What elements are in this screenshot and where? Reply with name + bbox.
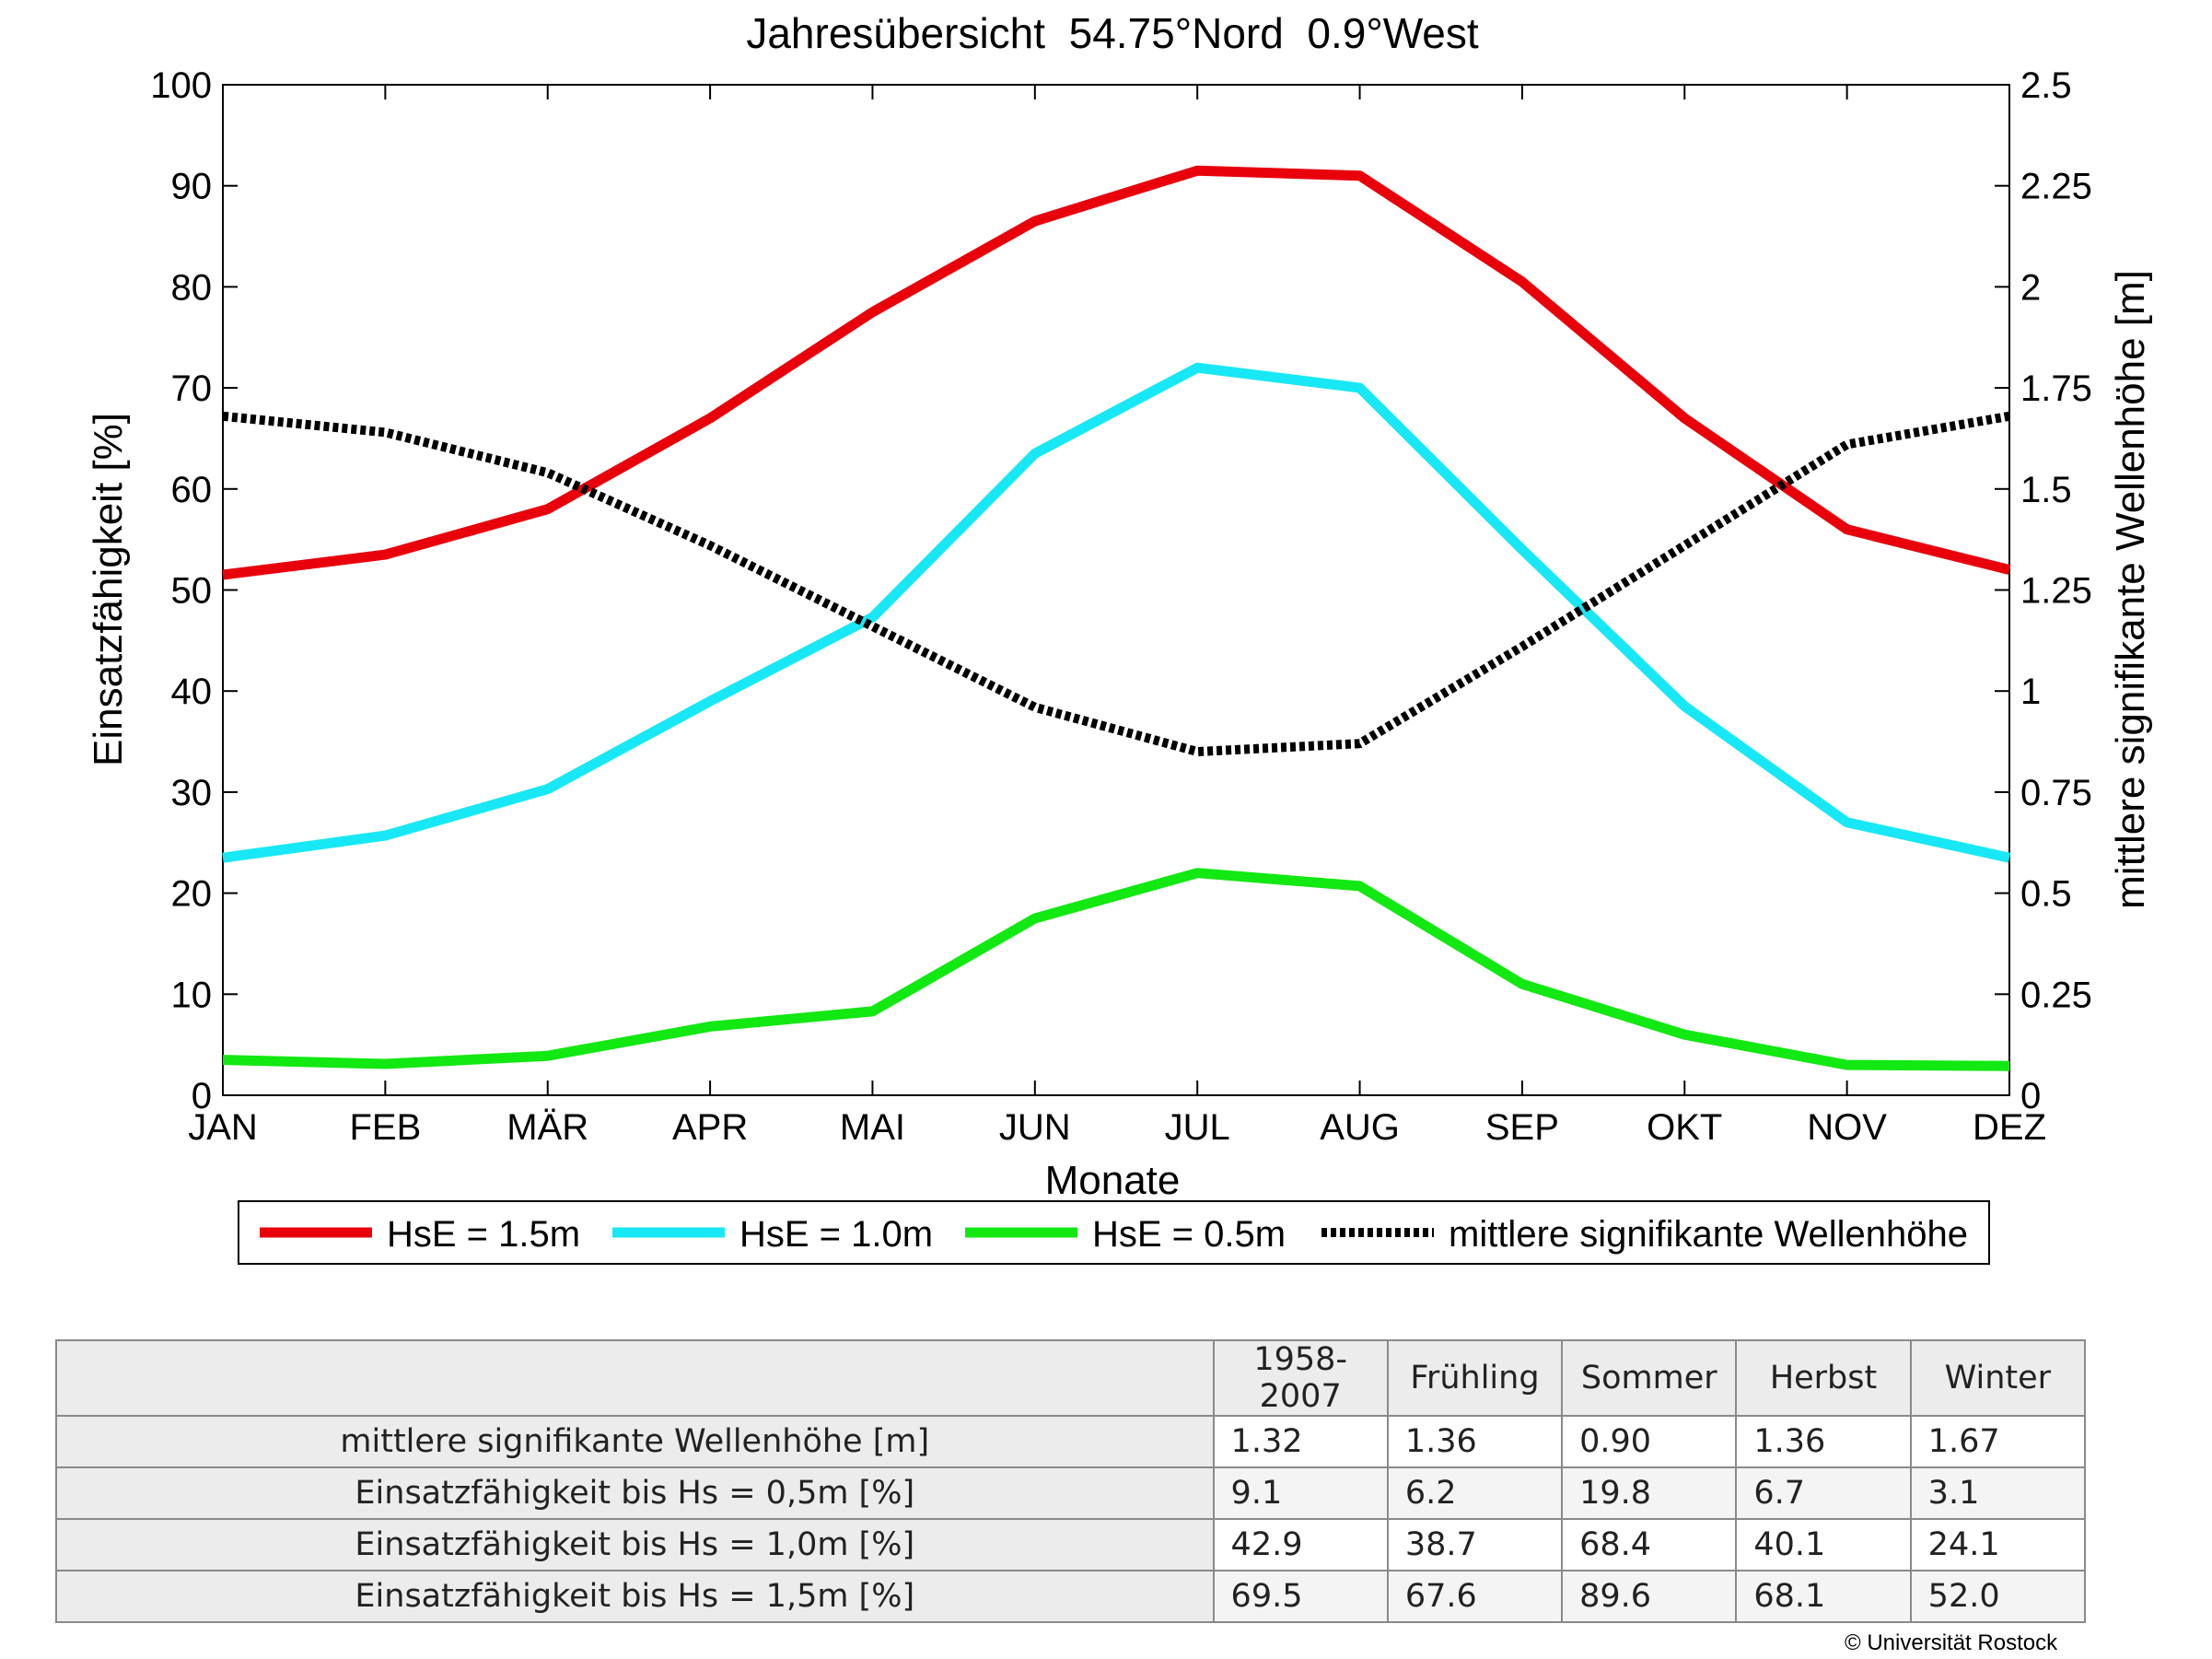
table-cell: 89.6: [1561, 1570, 1738, 1623]
row-label: Einsatzfähigkeit bis Hs = 1,5m [%]: [55, 1570, 1215, 1623]
y-tick-label: 50: [171, 571, 213, 612]
y-tick-label: 100: [150, 65, 212, 106]
x-tick-label: MÄR: [506, 1107, 588, 1148]
y2-tick-label: 0: [2020, 1076, 2041, 1116]
table-cell: 67.6: [1386, 1570, 1564, 1623]
col-header: Frühling: [1386, 1339, 1564, 1417]
y2-tick-label: 1.75: [2020, 368, 2092, 409]
y-tick-label: 0: [192, 1076, 212, 1116]
table-cell: 40.1: [1735, 1518, 1912, 1571]
col-header: Herbst: [1735, 1339, 1912, 1417]
axis-ticks: 0 10 20 30 40 50 60 70 80 90 100 0 0.25 0.5 0.75 1 1.25 1…: [150, 65, 2092, 1148]
x-axis-label: Monate: [1045, 1158, 1181, 1203]
y-tick-label: 60: [171, 470, 213, 510]
x-tick-label: APR: [672, 1107, 748, 1148]
y2-tick-label: 2.5: [2020, 65, 2072, 106]
chart: Jahresübersicht 54.75°Nord 0.9°West 0102…: [86, 9, 2153, 1265]
y-tick-label: 20: [171, 874, 213, 915]
x-tick-label: OKT: [1647, 1107, 1722, 1148]
y-tick-label: 70: [171, 368, 213, 409]
y-tick-label: 10: [171, 975, 213, 1015]
y-tick-label: 90: [171, 167, 213, 207]
x-tick-label: NOV: [1807, 1107, 1887, 1148]
table-row: Einsatzfähigkeit bis Hs = 1,0m [%] 42.9 …: [55, 1518, 2087, 1571]
row-label: mittlere signifikante Wellenhöhe [m]: [55, 1415, 1215, 1468]
table-cell: 38.7: [1386, 1518, 1564, 1571]
table-cell: 1.36: [1386, 1415, 1564, 1468]
x-tick-label: SEP: [1485, 1107, 1559, 1148]
series-lines: [222, 165, 2011, 1071]
series-line-hse-0-5m: [222, 868, 2010, 1071]
x-tick-label: FEB: [349, 1107, 421, 1148]
table-row: Einsatzfähigkeit bis Hs = 1,5m [%] 69.5 …: [55, 1570, 2087, 1623]
legend-label: HsE = 1.5m: [387, 1214, 580, 1255]
chart-title: Jahresübersicht 54.75°Nord 0.9°West: [746, 9, 1479, 57]
row-label: Einsatzfähigkeit bis Hs = 1,0m [%]: [55, 1518, 1215, 1571]
x-tick-label: JUL: [1165, 1107, 1230, 1148]
table-row: mittlere signifikante Wellenhöhe [m] 1.3…: [55, 1415, 2087, 1468]
table-cell: 1.67: [1909, 1415, 2087, 1468]
y2-tick-label: 1.25: [2020, 571, 2092, 612]
table-cell: 9.1: [1212, 1466, 1389, 1520]
series-line-hse-1-0m: [222, 362, 2011, 863]
col-header: 1958-2007: [1212, 1339, 1389, 1417]
table-cell: 24.1: [1909, 1518, 2087, 1571]
y2-axis-label: mittlere signifikante Wellenhöhe [m]: [2108, 270, 2153, 909]
y2-tick-label: 0.5: [2020, 874, 2072, 915]
col-header: Winter: [1909, 1339, 2087, 1417]
table-header-row: 1958-2007 Frühling Sommer Herbst Winter: [55, 1339, 2087, 1417]
plot-area: [222, 84, 2010, 1096]
x-tick-label: MAI: [840, 1107, 905, 1148]
table-row: Einsatzfähigkeit bis Hs = 0,5m [%] 9.1 6…: [55, 1466, 2087, 1520]
legend-label: HsE = 0.5m: [1092, 1214, 1286, 1255]
table-corner-cell: [55, 1339, 1215, 1417]
legend: HsE = 1.5m HsE = 1.0m HsE = 0.5m mittlere s…: [238, 1200, 1990, 1265]
y2-tick-label: 2: [2020, 267, 2041, 308]
y-axis-label: Einsatzfähigkeit [%]: [86, 413, 131, 766]
x-tick-label: AUG: [1320, 1107, 1400, 1148]
table-cell: 52.0: [1909, 1570, 2087, 1623]
y2-tick-label: 0.75: [2020, 773, 2092, 813]
table-cell: 0.90: [1561, 1415, 1738, 1468]
table-cell: 1.32: [1212, 1415, 1389, 1468]
y-tick-label: 80: [171, 267, 213, 308]
series-line-mittlere-signifikante-wellenh-he: [222, 411, 2010, 756]
row-label: Einsatzfähigkeit bis Hs = 0,5m [%]: [55, 1466, 1215, 1520]
table-cell: 1.36: [1735, 1415, 1912, 1468]
y2-tick-label: 0.25: [2020, 975, 2092, 1015]
table-cell: 6.2: [1386, 1466, 1564, 1520]
x-tick-label: JAN: [188, 1107, 258, 1148]
table-cell: 68.1: [1735, 1570, 1912, 1623]
series-line-hse-1-5m: [222, 165, 2011, 580]
col-header: Sommer: [1561, 1339, 1738, 1417]
table-cell: 68.4: [1561, 1518, 1738, 1571]
summary-table: 1958-2007 Frühling Sommer Herbst Winter …: [55, 1339, 2087, 1623]
legend-box: [238, 1200, 1990, 1265]
copyright-notice: © Universität Rostock: [1845, 1630, 2058, 1655]
y-tick-label: 30: [171, 773, 213, 813]
table-cell: 6.7: [1735, 1466, 1912, 1520]
table-cell: 3.1: [1909, 1466, 2087, 1520]
legend-label: HsE = 1.0m: [739, 1214, 933, 1255]
y2-tick-label: 2.25: [2020, 167, 2092, 207]
table-cell: 19.8: [1561, 1466, 1738, 1520]
table-cell: 42.9: [1212, 1518, 1389, 1571]
table-cell: 69.5: [1212, 1570, 1389, 1623]
x-tick-label: DEZ: [1973, 1107, 2046, 1148]
y2-tick-label: 1: [2020, 672, 2041, 712]
y-tick-label: 40: [171, 672, 213, 712]
x-tick-label: JUN: [999, 1107, 1071, 1148]
y2-tick-label: 1.5: [2020, 470, 2072, 510]
legend-label: mittlere signifikante Wellenhöhe: [1449, 1214, 1968, 1255]
